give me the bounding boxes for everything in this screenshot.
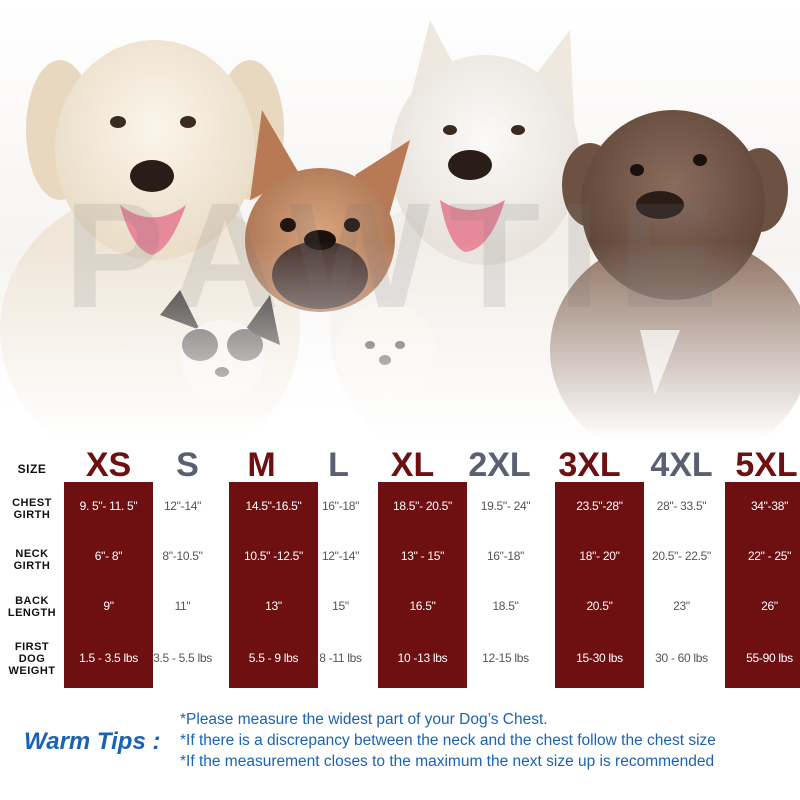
back-cell-2xl: 18.5" bbox=[492, 599, 519, 613]
back-cell-s: 11" bbox=[174, 599, 191, 613]
chest-cell-xl: 18.5"- 20.5" bbox=[393, 499, 452, 513]
weight-cell-m: 5.5 - 9 lbs bbox=[248, 651, 299, 665]
size-header: M bbox=[247, 446, 276, 484]
dogs-hero-image: PAWTIE bbox=[0, 0, 800, 440]
column-highlight-m bbox=[229, 482, 318, 688]
chest-cell-m: 14.5"-16.5" bbox=[245, 499, 302, 513]
warm-tips-title: Warm Tips : bbox=[24, 728, 161, 755]
size-header: 2XL bbox=[468, 446, 531, 484]
size-header: S bbox=[176, 446, 199, 484]
neck-cell-5xl: 22" - 25" bbox=[747, 549, 792, 563]
size-header: L bbox=[328, 446, 349, 484]
weight-cell-l: 8 -11 lbs bbox=[319, 651, 362, 665]
tip-line: *If there is a discrepancy between the n… bbox=[180, 732, 716, 749]
back-cell-l: 15" bbox=[332, 599, 349, 613]
dogs-illustration bbox=[0, 0, 800, 440]
chest-cell-3xl: 23.5"-28" bbox=[576, 499, 623, 513]
weight-cell-4xl: 30 - 60 lbs bbox=[655, 651, 708, 665]
weight-cell-xs: 1.5 - 3.5 lbs bbox=[79, 651, 138, 665]
neck-cell-m: 10.5" -12.5" bbox=[244, 549, 303, 563]
weight-cell-s: 3.5 - 5.5 lbs bbox=[153, 651, 212, 665]
tip-line: *Please measure the widest part of your … bbox=[180, 711, 548, 728]
weight-cell-2xl: 12-15 lbs bbox=[482, 651, 529, 665]
tip-line: *If the measurement closes to the maximu… bbox=[180, 753, 715, 770]
neck-cell-l: 12"-14" bbox=[321, 549, 360, 563]
row-label-first-dog-weight: FIRST DOG WEIGHT bbox=[8, 641, 56, 677]
chest-cell-2xl: 19.5"- 24" bbox=[480, 499, 531, 513]
chest-cell-5xl: 34"-38" bbox=[750, 499, 789, 513]
chest-cell-s: 12"-14" bbox=[163, 499, 202, 513]
chest-cell-xs: 9. 5"- 11. 5" bbox=[79, 499, 138, 513]
back-cell-5xl: 26" bbox=[761, 599, 778, 613]
back-cell-xs: 9" bbox=[103, 599, 114, 613]
neck-cell-3xl: 18"- 20" bbox=[579, 549, 620, 563]
back-cell-4xl: 23" bbox=[673, 599, 690, 613]
weight-cell-5xl: 55-90 lbs bbox=[746, 651, 793, 665]
back-cell-m: 13" bbox=[265, 599, 282, 613]
size-header: 5XL bbox=[735, 446, 798, 484]
back-cell-xl: 16.5" bbox=[409, 599, 436, 613]
column-highlight-3xl bbox=[555, 482, 644, 688]
back-cell-3xl: 20.5" bbox=[586, 599, 613, 613]
neck-cell-2xl: 16"-18" bbox=[486, 549, 525, 563]
brand-watermark: PAWTIE bbox=[64, 171, 736, 339]
row-label-neck-girth: NECK GIRTH bbox=[13, 548, 51, 572]
weight-cell-3xl: 15-30 lbs bbox=[576, 651, 623, 665]
weight-cell-xl: 10 -13 lbs bbox=[397, 651, 448, 665]
chest-cell-l: 16"-18" bbox=[321, 499, 360, 513]
size-header: 4XL bbox=[650, 446, 713, 484]
size-header: 3XL bbox=[558, 446, 621, 484]
neck-cell-4xl: 20.5"- 22.5" bbox=[652, 549, 711, 563]
neck-cell-xs: 6"- 8" bbox=[94, 549, 123, 563]
size-header: XS bbox=[85, 446, 132, 484]
neck-cell-s: 8"-10.5" bbox=[162, 549, 203, 563]
neck-cell-xl: 13" - 15" bbox=[400, 549, 445, 563]
column-highlight-5xl bbox=[725, 482, 800, 688]
row-label-chest-girth: CHEST GIRTH bbox=[12, 497, 52, 521]
chest-cell-4xl: 28"- 33.5" bbox=[656, 499, 707, 513]
column-highlight-xl bbox=[378, 482, 467, 688]
column-highlight-xs bbox=[64, 482, 153, 688]
row-label-back-length: BACK LENGTH bbox=[7, 595, 57, 619]
size-label: SIZE bbox=[17, 462, 47, 476]
size-header: XL bbox=[390, 446, 435, 484]
